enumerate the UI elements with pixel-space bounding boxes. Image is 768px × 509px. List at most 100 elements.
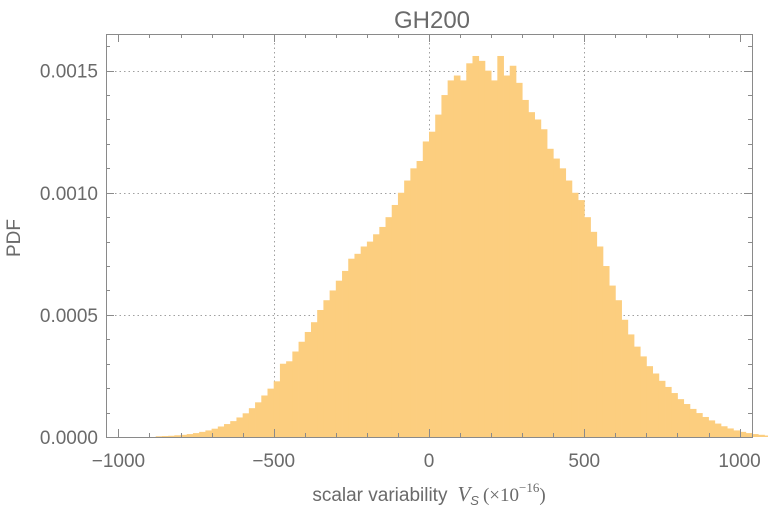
histogram-bar <box>304 331 312 437</box>
histogram-bar <box>733 430 740 437</box>
histogram-bar <box>379 226 386 437</box>
histogram-bar <box>596 246 604 437</box>
histogram-bar <box>323 300 331 437</box>
histogram-bar <box>317 309 324 437</box>
histogram-bar <box>161 436 169 437</box>
histogram-bar <box>447 80 455 437</box>
histogram-bar <box>702 416 709 437</box>
histogram-bar <box>298 341 306 437</box>
axis-ticks <box>106 34 752 438</box>
histogram-bar <box>329 290 337 437</box>
y-axis-label: PDF <box>4 219 25 257</box>
histogram-bar <box>373 234 380 437</box>
histogram-bar <box>509 65 517 437</box>
histogram-bar <box>460 80 467 437</box>
histogram-bar <box>273 381 281 437</box>
x-axis-label-text: scalar variability <box>312 485 448 506</box>
histogram-bar <box>559 168 567 438</box>
histogram-bar <box>472 55 480 438</box>
histogram-bar <box>155 436 163 437</box>
chart-title: GH200 <box>394 7 470 34</box>
histogram-bar <box>267 388 275 437</box>
histogram-bar <box>354 253 362 437</box>
x-axis-label: scalar variability VS (×10−16) <box>312 480 545 508</box>
histogram-bar <box>199 431 206 437</box>
x-tick-label: 1000 <box>718 451 760 472</box>
histogram-bar <box>677 399 685 437</box>
histogram-bar <box>708 420 716 437</box>
histogram-bar <box>652 373 660 437</box>
histogram-bar <box>633 346 641 437</box>
histogram-bar <box>553 158 560 437</box>
histogram-bar <box>224 424 231 437</box>
histogram-bar <box>758 434 765 437</box>
histogram-bar <box>180 434 188 437</box>
histogram-bar <box>248 408 256 437</box>
histogram-bar <box>230 421 237 437</box>
histogram-bar <box>453 75 461 437</box>
histogram-bar <box>658 380 666 437</box>
histogram-bar <box>211 428 219 437</box>
x-tick-label: −500 <box>252 451 295 472</box>
histogram-bar <box>478 60 486 437</box>
histogram-bar <box>621 319 629 437</box>
histogram-bar <box>360 246 368 437</box>
histogram-bar <box>665 386 672 437</box>
x-axis-unit-exponent: −16 <box>519 480 540 495</box>
histogram-bar <box>422 141 430 437</box>
histogram-bar <box>615 300 622 437</box>
x-axis-unit-prefix: (×10 <box>483 485 519 506</box>
histogram-bar <box>764 435 768 437</box>
histogram-bar <box>528 112 535 437</box>
histogram-bar <box>590 231 598 437</box>
histogram-bar <box>497 55 504 438</box>
histogram-bar <box>385 217 393 437</box>
histogram-bar <box>217 426 225 437</box>
histogram-bar <box>261 395 268 437</box>
histogram-bar <box>745 433 753 437</box>
histogram-bar <box>348 258 355 437</box>
histogram-bar <box>571 192 579 437</box>
histogram-bar <box>174 435 181 437</box>
histogram-bar <box>441 95 449 437</box>
x-axis-symbol: V <box>457 482 472 506</box>
histogram-bar <box>466 63 473 438</box>
histogram-bar <box>547 148 554 437</box>
histogram-bar <box>503 75 511 437</box>
histogram-bar <box>602 266 610 437</box>
histogram-bar <box>627 334 635 437</box>
histogram-bar <box>565 180 573 437</box>
histogram-bar <box>727 428 734 437</box>
histogram-bar <box>720 426 728 437</box>
histogram-bar <box>236 417 244 437</box>
histogram-bar <box>391 204 399 437</box>
histogram-bar <box>484 70 492 438</box>
histogram-bar <box>491 80 498 437</box>
histogram-bar <box>689 408 697 437</box>
histogram-bar <box>429 131 436 438</box>
histogram-bar <box>342 270 349 437</box>
histogram-bar <box>168 435 175 437</box>
x-tick-label: −1000 <box>92 451 145 472</box>
histogram-bar <box>584 217 591 437</box>
histogram-bar <box>696 413 703 437</box>
histogram-bar <box>279 363 287 437</box>
histogram-bar <box>752 434 759 437</box>
histogram-bar <box>366 241 374 437</box>
histogram-bar <box>646 366 654 437</box>
histogram-bar <box>435 114 442 437</box>
histogram-bar <box>739 431 747 437</box>
histogram-bar <box>540 129 548 437</box>
histogram-bars <box>155 55 768 438</box>
histogram-bar <box>335 280 343 437</box>
x-tick-label: 0 <box>424 451 435 472</box>
y-tick-label: 0.0010 <box>40 184 98 205</box>
histogram-bar <box>714 423 722 437</box>
histogram-bar <box>286 361 293 437</box>
histogram-bar <box>578 200 585 437</box>
histogram-bar <box>205 430 212 437</box>
histogram-bar <box>310 322 318 437</box>
x-axis-unit-suffix: ) <box>539 485 545 506</box>
histogram-bar <box>192 433 200 437</box>
